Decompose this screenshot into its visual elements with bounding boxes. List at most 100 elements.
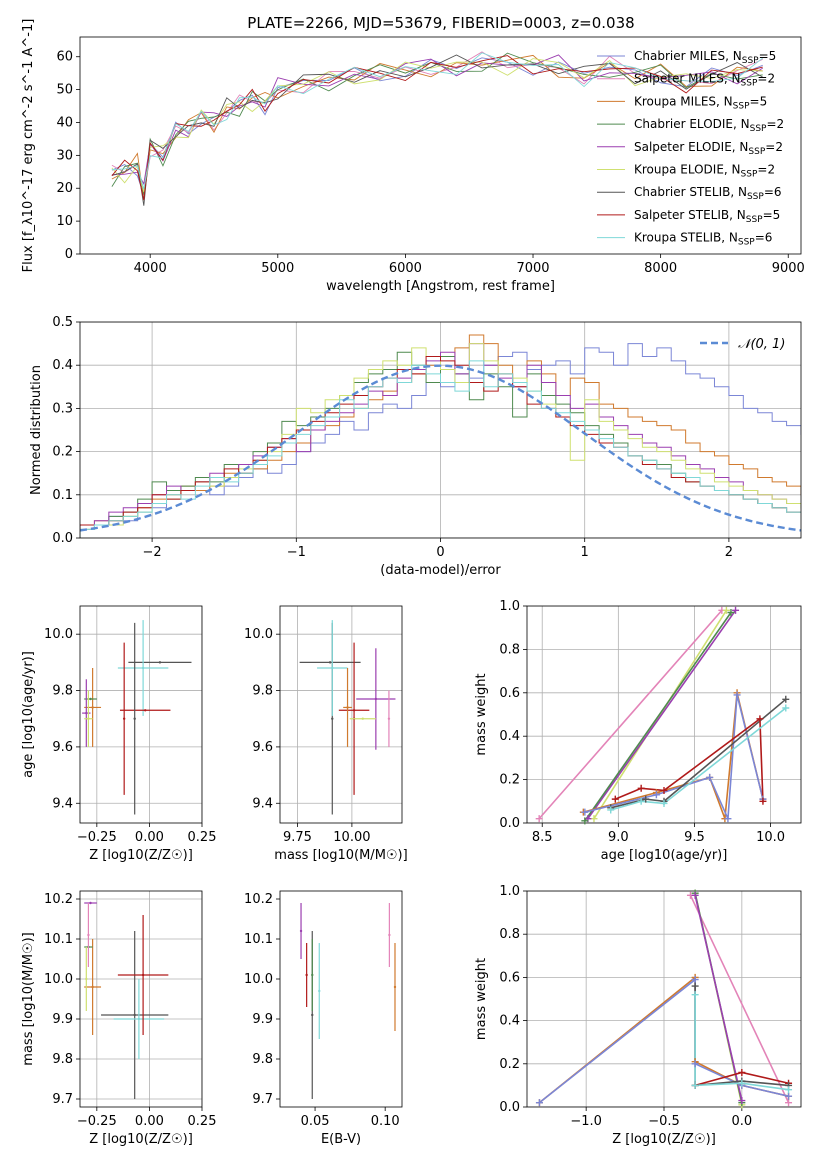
legend-label: Kroupa ELODIE, NSSP=2 bbox=[634, 163, 775, 180]
plus-marker bbox=[691, 1060, 699, 1068]
y-tick-label: 9.8 bbox=[52, 1052, 73, 1067]
y-tick-label: 9.8 bbox=[52, 684, 73, 699]
legend-subscript: SSP bbox=[742, 56, 759, 66]
axes-age_vs_Z: −0.25 0.00 0.25 9.4 9.6 9.8 10.0 Z [log10(Z/Z☉)… bbox=[21, 605, 217, 863]
plus-marker bbox=[756, 715, 764, 723]
x-tick-label: 2 bbox=[725, 545, 733, 560]
data-point bbox=[144, 709, 147, 712]
x-tick-label: 8000 bbox=[644, 261, 677, 276]
y-tick-label: 10.0 bbox=[44, 972, 73, 987]
legend-value: =2 bbox=[757, 163, 775, 177]
axes-frame bbox=[526, 605, 802, 824]
plus-marker bbox=[738, 1097, 746, 1105]
y-tick-label: 0.0 bbox=[499, 816, 520, 831]
plus-marker bbox=[733, 691, 741, 699]
y-tick-label: 10.0 bbox=[244, 972, 273, 987]
x-tick-label: 0.25 bbox=[188, 830, 217, 845]
plus-marker bbox=[535, 1099, 543, 1107]
plus-marker bbox=[642, 795, 650, 803]
data-point bbox=[331, 666, 334, 670]
legend-subscript: SSP bbox=[748, 147, 765, 157]
plus-marker bbox=[691, 982, 699, 990]
x-tick-label: 0.25 bbox=[188, 1114, 217, 1129]
histogram-series-5 bbox=[80, 356, 801, 538]
plus-marker bbox=[782, 704, 790, 712]
x-tick-label: 0.00 bbox=[135, 1114, 164, 1129]
axes-frame bbox=[526, 890, 802, 1108]
x-axis-label: age [log10(age/yr)] bbox=[601, 848, 728, 863]
plus-marker bbox=[738, 1068, 746, 1076]
y-axis-label: Flux [f_λ10^-17 erg cm^-2 s^-1 A^-1] bbox=[21, 19, 36, 273]
y-tick-label: 0.6 bbox=[499, 686, 520, 701]
data-point bbox=[318, 989, 321, 993]
plus-marker bbox=[722, 606, 730, 614]
plus-marker bbox=[581, 817, 589, 825]
plus-marker bbox=[660, 799, 668, 807]
y-tick-label: 0.3 bbox=[52, 401, 73, 416]
x-tick-label: 4000 bbox=[134, 261, 167, 276]
legend-value: =5 bbox=[750, 94, 768, 108]
data-point bbox=[331, 717, 334, 720]
data-point bbox=[393, 985, 397, 989]
plus-marker bbox=[535, 815, 543, 823]
x-tick-label: 0.00 bbox=[135, 830, 164, 845]
spectrum-line-8 bbox=[111, 52, 763, 190]
plot-area bbox=[80, 606, 202, 823]
x-axis-label: (data-model)/error bbox=[380, 563, 501, 578]
x-tick-label: 0.10 bbox=[371, 1114, 400, 1129]
legend-subscript: SSP bbox=[738, 238, 755, 248]
legend-value: =6 bbox=[755, 231, 773, 245]
legend-subscript: SSP bbox=[750, 124, 767, 134]
y-tick-label: 0 bbox=[65, 247, 73, 262]
x-tick-label: 9.0 bbox=[608, 830, 629, 845]
x-tick-label: 0 bbox=[436, 545, 444, 560]
data-point bbox=[328, 661, 332, 664]
y-tick-label: 10.1 bbox=[44, 932, 73, 947]
y-tick-label: 0.2 bbox=[52, 445, 73, 460]
data-point bbox=[137, 1017, 141, 1021]
plus-marker bbox=[691, 891, 699, 899]
y-tick-label: 30 bbox=[56, 148, 73, 163]
histogram-series-0 bbox=[80, 343, 801, 538]
plus-marker bbox=[590, 815, 598, 823]
y-axis-label: mass weight bbox=[474, 958, 489, 1040]
y-tick-label: 10.0 bbox=[44, 627, 73, 642]
plus-marker bbox=[727, 609, 735, 617]
plus-marker bbox=[724, 815, 732, 823]
weight-line-0 bbox=[689, 894, 790, 1104]
plot-area bbox=[280, 606, 402, 823]
legend-value: =5 bbox=[763, 208, 781, 222]
axes-weight_vs_age: 8.5 9.0 9.5 10.0 0.0 0.2 0.4 0.6 0.8 1.0 age [log1… bbox=[474, 599, 802, 863]
legend-label: Kroupa MILES, NSSP=5 bbox=[634, 94, 767, 111]
data-point bbox=[158, 661, 162, 664]
axes-spectrum: 4000 5000 6000 7000 8000 9000 0 10 20 30 40 50 60 wav… bbox=[21, 19, 805, 294]
y-tick-label: 1.0 bbox=[499, 884, 520, 899]
y-tick-label: 0.4 bbox=[52, 358, 73, 373]
y-tick-label: 10 bbox=[56, 214, 73, 229]
legend-subscript: SSP bbox=[733, 101, 750, 111]
x-tick-label: 0.05 bbox=[301, 1114, 330, 1129]
y-tick-label: 0.5 bbox=[52, 315, 73, 330]
figure-title: PLATE=2266, MJD=53679, FIBERID=0003, z=0… bbox=[247, 14, 634, 32]
x-tick-label: 0.0 bbox=[731, 1114, 752, 1129]
legend-label: 𝒩(0, 1) bbox=[738, 337, 785, 352]
y-tick-label: 0.8 bbox=[499, 642, 520, 657]
x-tick-label: −2 bbox=[143, 545, 162, 560]
y-tick-label: 0.0 bbox=[499, 1100, 520, 1115]
axes-frame bbox=[279, 890, 403, 1108]
x-tick-label: 9.75 bbox=[283, 830, 312, 845]
histogram-series-2 bbox=[80, 351, 801, 538]
x-tick-label: −1 bbox=[287, 545, 306, 560]
legend-value: =2 bbox=[765, 140, 783, 154]
plus-marker bbox=[759, 797, 767, 805]
y-tick-label: 9.7 bbox=[252, 1092, 273, 1107]
plot-area bbox=[80, 322, 801, 538]
y-tick-label: 0.8 bbox=[499, 927, 520, 942]
data-point bbox=[91, 706, 94, 709]
axes-mass_vs_Z: −0.25 0.00 0.25 9.7 9.8 9.9 10.0 10.1 10.2 Z [log… bbox=[21, 890, 217, 1147]
histogram-series-3 bbox=[80, 343, 801, 538]
plot-area bbox=[80, 891, 202, 1107]
data-point bbox=[141, 973, 145, 977]
y-tick-label: 1.0 bbox=[499, 599, 520, 614]
axes-frame bbox=[79, 890, 203, 1108]
